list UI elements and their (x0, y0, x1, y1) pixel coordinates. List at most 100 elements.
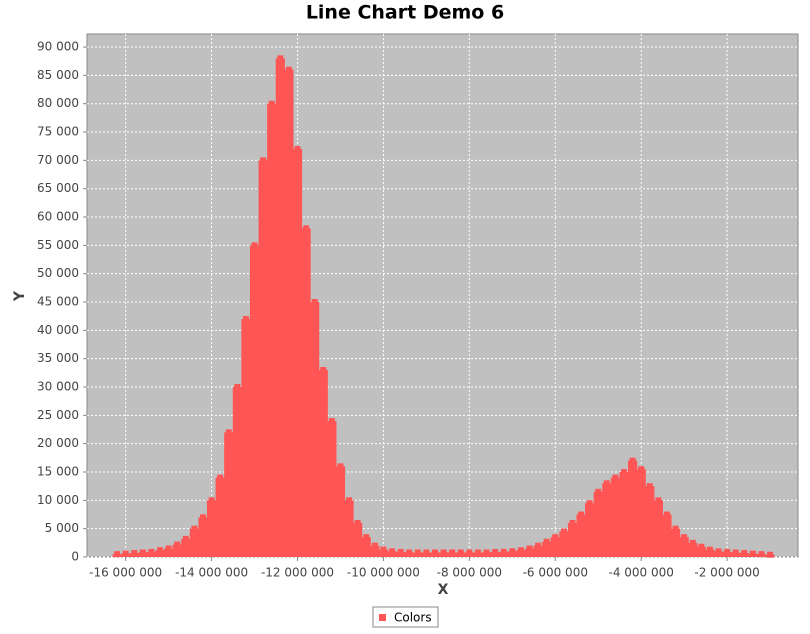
point-marker (767, 551, 774, 558)
point-marker (517, 547, 524, 554)
point-marker (182, 535, 189, 542)
point-bar (215, 477, 225, 557)
point-bar (602, 483, 612, 557)
point-marker (741, 550, 748, 557)
point-bar (318, 370, 328, 557)
point-bar (301, 228, 311, 557)
point-bar (155, 550, 165, 557)
y-tick-label: 80 000 (37, 96, 79, 110)
point-marker (122, 550, 129, 557)
point-bar (679, 537, 689, 557)
point-marker (603, 480, 610, 487)
point-bar (585, 503, 595, 557)
point-bar (284, 69, 294, 557)
legend-item: Colors (372, 606, 439, 628)
point-marker (466, 549, 473, 556)
point-marker (354, 520, 361, 527)
x-tick-label: -8 000 000 (437, 566, 502, 580)
y-tick-label: 85 000 (37, 68, 79, 82)
point-marker (715, 548, 722, 555)
point-marker (242, 316, 249, 323)
point-bar (378, 549, 389, 557)
point-marker (423, 549, 430, 556)
point-marker (268, 100, 275, 107)
point-marker (303, 225, 310, 232)
point-marker (492, 548, 499, 555)
point-marker (749, 550, 756, 557)
point-bar (344, 500, 354, 557)
point-marker (449, 549, 456, 556)
point-bar (172, 544, 182, 557)
point-bar (636, 469, 646, 557)
point-marker (225, 429, 232, 436)
point-marker (578, 511, 585, 518)
point-bar (559, 531, 569, 557)
plot-area (86, 33, 799, 558)
y-tick-label: 70 000 (37, 153, 79, 167)
point-bar (181, 538, 191, 557)
point-marker (371, 542, 378, 549)
point-marker (199, 514, 206, 521)
point-marker (285, 66, 292, 73)
point-marker (389, 548, 396, 555)
point-bar (628, 460, 638, 557)
point-bar (516, 550, 526, 557)
y-tick-label: 35 000 (37, 351, 79, 365)
point-marker (509, 548, 516, 555)
y-tick-label: 10 000 (37, 493, 79, 507)
x-tick-label: -4 000 000 (608, 566, 673, 580)
point-marker (706, 546, 713, 553)
point-marker (663, 511, 670, 518)
point-marker (724, 548, 731, 555)
point-marker (260, 157, 267, 164)
point-bar (258, 160, 268, 557)
y-tick-label: 40 000 (37, 323, 79, 337)
point-bar (327, 421, 337, 557)
point-marker (114, 551, 121, 558)
point-bar (567, 523, 578, 557)
point-bar (696, 546, 706, 557)
x-axis-label: X (438, 582, 449, 598)
point-marker (629, 457, 636, 464)
point-marker (431, 549, 438, 556)
y-tick-label: 55 000 (37, 238, 79, 252)
point-bar (705, 549, 715, 557)
x-tick-label: -10 000 000 (347, 566, 420, 580)
y-tick-label: 25 000 (37, 408, 79, 422)
point-marker (569, 520, 576, 527)
point-marker (457, 549, 464, 556)
point-bar (206, 500, 217, 557)
y-axis-label: Y (12, 290, 28, 302)
point-bar (224, 432, 234, 557)
point-bar (370, 545, 380, 557)
point-bar (292, 149, 303, 557)
point-bar (610, 477, 621, 557)
point-marker (621, 469, 628, 476)
point-marker (208, 497, 215, 504)
point-bar (164, 548, 174, 557)
x-tick-label: -14 000 000 (175, 566, 248, 580)
point-marker (440, 549, 447, 556)
point-bar (576, 514, 586, 557)
point-bar (533, 545, 543, 557)
point-marker (397, 548, 404, 555)
point-bar (310, 302, 320, 557)
point-bar (619, 472, 629, 557)
chart-title: Line Chart Demo 6 (306, 2, 504, 24)
point-marker (483, 549, 490, 556)
y-tick-label: 5 000 (45, 521, 79, 535)
point-marker (311, 299, 318, 306)
legend-box (372, 606, 439, 628)
point-marker (560, 528, 567, 535)
point-marker (234, 384, 241, 391)
point-marker (148, 548, 155, 555)
point-marker (474, 549, 481, 556)
point-marker (406, 549, 413, 556)
point-marker (328, 418, 335, 425)
y-tick-label: 50 000 (37, 266, 79, 280)
point-bar (542, 541, 552, 557)
legend-label: Colors (394, 611, 432, 625)
point-bar (198, 517, 208, 557)
point-bar (670, 528, 681, 557)
